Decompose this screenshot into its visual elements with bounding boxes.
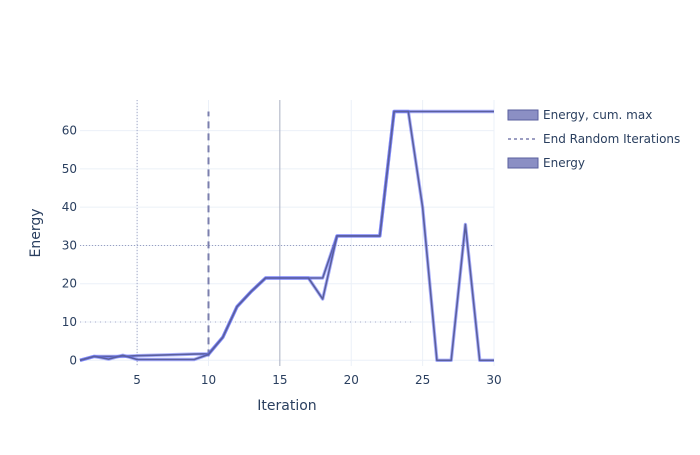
legend-item[interactable]: Energy — [507, 156, 585, 170]
y-tick-label: 50 — [62, 162, 77, 176]
x-tick-label: 25 — [415, 373, 430, 387]
x-tick-label: 30 — [486, 373, 501, 387]
y-tick-label: 30 — [62, 238, 77, 252]
grid-layer — [80, 100, 495, 366]
axis-layer: 5 10 15 20 25 30 0 10 20 30 40 50 60 — [62, 124, 502, 387]
x-axis-title: Iteration — [257, 398, 316, 414]
legend-label: End Random Iterations — [543, 132, 680, 146]
legend-label: Energy — [543, 156, 585, 170]
series-layer — [79, 109, 494, 362]
x-tick-label: 10 — [201, 373, 216, 387]
y-tick-label: 60 — [62, 124, 77, 138]
y-tick-label: 0 — [69, 353, 77, 367]
y-tick-label: 10 — [62, 315, 77, 329]
y-axis-title: Energy — [28, 208, 44, 257]
legend[interactable]: Energy, cum. max End Random Iterations Ene… — [507, 108, 680, 170]
reference-lines — [80, 100, 494, 366]
series-line-2-halo — [79, 109, 494, 362]
legend-swatch — [507, 109, 539, 121]
legend-label: Energy, cum. max — [543, 108, 652, 122]
x-tick-label: 20 — [344, 373, 359, 387]
y-tick-label: 20 — [62, 277, 77, 291]
legend-item[interactable]: Energy, cum. max — [507, 108, 652, 122]
legend-item[interactable]: End Random Iterations — [508, 132, 680, 146]
x-tick-label: 5 — [133, 373, 141, 387]
legend-swatch — [507, 157, 539, 169]
series-line-2 — [79, 110, 494, 362]
y-tick-label: 40 — [62, 200, 77, 214]
x-tick-label: 15 — [272, 373, 287, 387]
